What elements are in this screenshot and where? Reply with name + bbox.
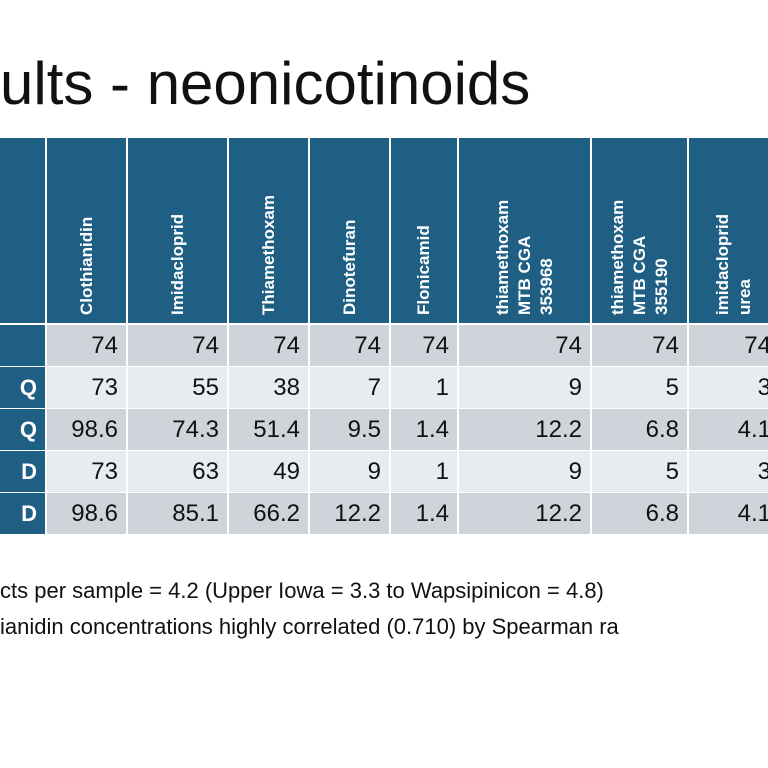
- table-cell: 49: [229, 451, 308, 492]
- row-label-text: Q: [19, 417, 37, 442]
- row-label-text: D: [21, 501, 37, 526]
- table-cell: 6.8: [592, 493, 687, 534]
- table-cell: 74: [47, 325, 126, 366]
- table-cell: 63: [128, 451, 227, 492]
- table-cell: 98.6: [47, 493, 126, 534]
- table-cell: 3: [689, 367, 768, 408]
- table-cell: 12.2: [459, 409, 590, 450]
- table-cell: 5: [592, 367, 687, 408]
- column-header: imidacloprid urea: [689, 138, 768, 323]
- row-label-text: Q: [19, 375, 37, 400]
- table-cell: 85.1: [128, 493, 227, 534]
- row-label: Q: [0, 367, 45, 408]
- table-cell: 98.6: [47, 409, 126, 450]
- table-cell: 5: [592, 451, 687, 492]
- column-header-label: Thiamethoxam: [258, 195, 278, 315]
- column-header: Clothianidin: [47, 138, 126, 323]
- row-label-text: D: [21, 459, 37, 484]
- column-header: Flonicamid: [391, 138, 457, 323]
- table-cell: 74: [391, 325, 457, 366]
- table-cell: 3: [689, 451, 768, 492]
- row-label: D: [0, 493, 45, 534]
- table-cell: 1: [391, 451, 457, 492]
- table-cell: 1.4: [391, 409, 457, 450]
- row-label: [0, 325, 45, 366]
- column-header-label: 353968: [536, 258, 556, 315]
- table-cell: 38: [229, 367, 308, 408]
- column-header: Thiamethoxam: [229, 138, 308, 323]
- note-line-2: ianidin concentrations highly correlated…: [0, 614, 619, 639]
- table-cell: 6.8: [592, 409, 687, 450]
- column-header-label: Clothianidin: [76, 216, 96, 315]
- column-header-label: imidacloprid: [713, 213, 732, 315]
- column-header: thiamethoxam MTB CGA 353968: [459, 138, 590, 323]
- column-header-label: thiamethoxam: [492, 199, 512, 315]
- table-cell: 1.4: [391, 493, 457, 534]
- slide-title: ults - neonicotinoids: [0, 50, 531, 117]
- table-cell: 12.2: [459, 493, 590, 534]
- results-table: Clothianidin Imidacloprid Thiamethoxam Dino…: [0, 138, 768, 546]
- column-header: thiamethoxam MTB CGA 355190: [592, 138, 687, 323]
- column-header: Imidacloprid: [128, 138, 227, 323]
- table-cell: 73: [47, 451, 126, 492]
- table-cell: 4.1: [689, 409, 768, 450]
- table-cell: 12.2: [310, 493, 389, 534]
- row-label: D: [0, 451, 45, 492]
- table-cell: 4.1: [689, 493, 768, 534]
- table-cell: 9: [459, 451, 590, 492]
- table-cell: 74: [689, 325, 768, 366]
- note-line-1: cts per sample = 4.2 (Upper Iowa = 3.3 t…: [0, 578, 604, 603]
- table-cell: 66.2: [229, 493, 308, 534]
- column-header-label: thiamethoxam: [607, 199, 627, 315]
- column-header-label: MTB CGA: [629, 235, 649, 315]
- table-cell: 1: [391, 367, 457, 408]
- column-header-label: Flonicamid: [414, 225, 433, 315]
- table-cell: 74: [229, 325, 308, 366]
- table-cell: 74: [592, 325, 687, 366]
- table-cell: 9: [310, 451, 389, 492]
- column-header-label: 355190: [651, 258, 671, 315]
- table-cell: 51.4: [229, 409, 308, 450]
- row-label: Q: [0, 409, 45, 450]
- table-cell: 74: [128, 325, 227, 366]
- column-header-label: Imidacloprid: [167, 213, 187, 315]
- table-cell: 74: [459, 325, 590, 366]
- column-header-label: urea: [735, 279, 754, 315]
- table-cell: 9.5: [310, 409, 389, 450]
- header-corner-cell: [0, 138, 45, 323]
- table-cell: 7: [310, 367, 389, 408]
- table-cell: 9: [459, 367, 590, 408]
- table-cell: 74.3: [128, 409, 227, 450]
- table-cell: 74: [310, 325, 389, 366]
- table-cell: 55: [128, 367, 227, 408]
- column-header-label: Dinotefuran: [339, 219, 359, 315]
- column-header: Dinotefuran: [310, 138, 389, 323]
- column-header-label: MTB CGA: [514, 235, 534, 315]
- table-cell: 73: [47, 367, 126, 408]
